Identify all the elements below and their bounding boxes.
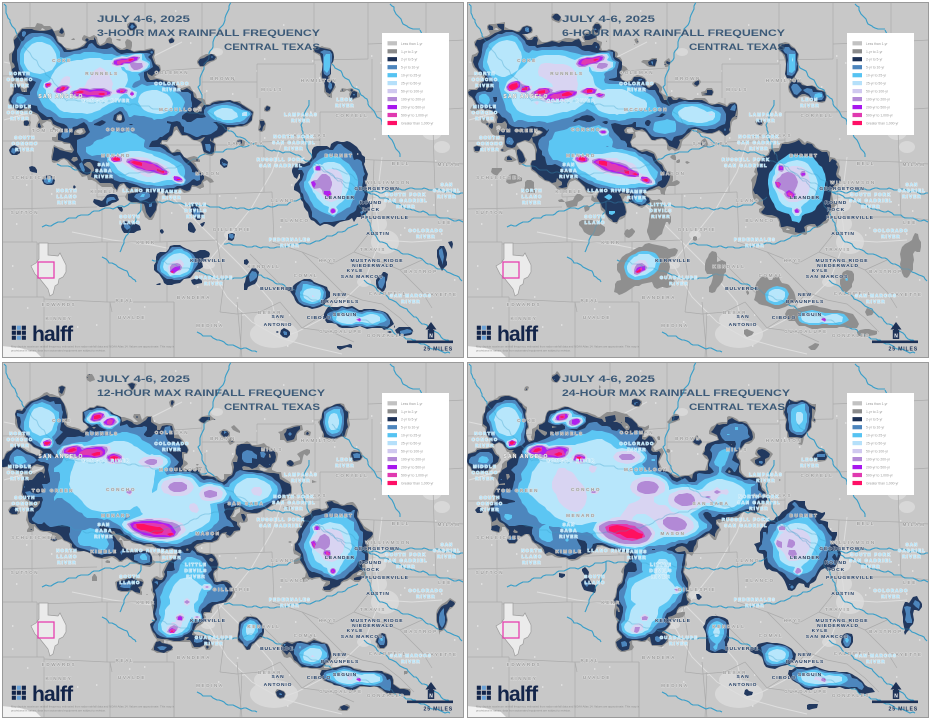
svg-text:CENTRAL TEXAS: CENTRAL TEXAS xyxy=(689,402,785,412)
svg-text:JULY 4-6, 2025: JULY 4-6, 2025 xyxy=(97,374,190,384)
svg-text:CENTRAL TEXAS: CENTRAL TEXAS xyxy=(689,42,785,52)
svg-text:24-HOUR MAX RAINFALL FREQUENCY: 24-HOUR MAX RAINFALL FREQUENCY xyxy=(562,388,790,398)
svg-text:JULY 4-6, 2025: JULY 4-6, 2025 xyxy=(562,374,655,384)
svg-text:CENTRAL TEXAS: CENTRAL TEXAS xyxy=(224,402,320,412)
svg-text:CENTRAL TEXAS: CENTRAL TEXAS xyxy=(224,42,320,52)
svg-text:JULY 4-6, 2025: JULY 4-6, 2025 xyxy=(97,14,190,24)
svg-text:3-HOUR MAX RAINFALL FREQUENCY: 3-HOUR MAX RAINFALL FREQUENCY xyxy=(97,28,320,38)
svg-text:6-HOUR MAX RAINFALL FREQUENCY: 6-HOUR MAX RAINFALL FREQUENCY xyxy=(562,28,785,38)
svg-text:12-HOUR MAX RAINFALL FREQUENCY: 12-HOUR MAX RAINFALL FREQUENCY xyxy=(97,388,325,398)
svg-text:JULY 4-6, 2025: JULY 4-6, 2025 xyxy=(562,14,655,24)
